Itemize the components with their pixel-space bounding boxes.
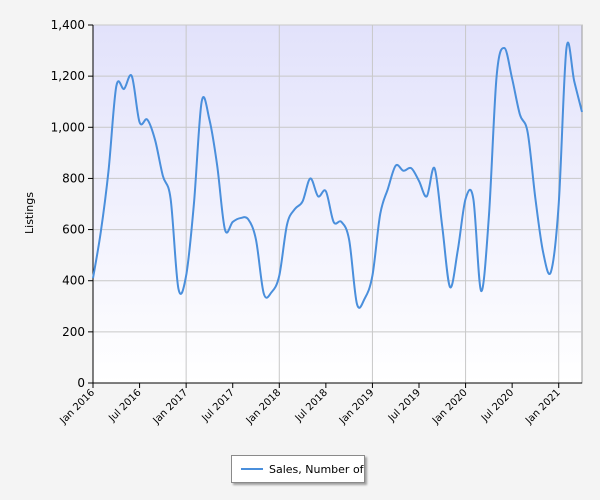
data-point xyxy=(138,121,140,123)
x-tick-label: Jul 2017 xyxy=(200,387,237,424)
legend: Sales, Number of xyxy=(231,455,365,483)
data-point xyxy=(162,175,164,177)
data-point xyxy=(550,271,552,273)
axes xyxy=(88,24,582,388)
data-point xyxy=(263,292,265,294)
data-point xyxy=(146,118,148,120)
data-point xyxy=(115,85,117,87)
data-point xyxy=(309,177,311,179)
x-tick-label: Jul 2019 xyxy=(386,387,423,424)
y-tick-label: 1,000 xyxy=(51,120,85,134)
x-tick-label: Jan 2019 xyxy=(337,387,377,427)
data-point xyxy=(169,198,171,200)
x-tick-label: Jan 2021 xyxy=(523,387,563,427)
data-point xyxy=(410,167,412,169)
data-point xyxy=(526,131,528,133)
y-tick-label: 1,400 xyxy=(51,18,85,32)
data-point xyxy=(278,274,280,276)
data-point xyxy=(255,239,257,241)
data-point xyxy=(92,277,94,279)
x-tick-label: Jul 2020 xyxy=(479,387,516,424)
data-point xyxy=(371,274,373,276)
y-tick-label: 400 xyxy=(62,274,85,288)
x-tick-label: Jan 2018 xyxy=(244,387,284,427)
data-point xyxy=(270,291,272,293)
data-point xyxy=(216,164,218,166)
data-point xyxy=(239,217,241,219)
legend-label: Sales, Number of xyxy=(269,462,364,476)
data-point xyxy=(340,221,342,223)
data-point xyxy=(565,47,567,49)
data-point xyxy=(457,249,459,251)
y-tick-label: 600 xyxy=(62,223,85,237)
series-layer xyxy=(92,41,583,309)
data-point xyxy=(464,198,466,200)
data-point xyxy=(441,226,443,228)
data-point xyxy=(480,290,482,292)
data-point xyxy=(426,195,428,197)
y-tick-label: 1,200 xyxy=(51,69,85,83)
x-tick-label: Jan 2016 xyxy=(57,387,97,427)
data-point xyxy=(387,187,389,189)
data-point xyxy=(472,198,474,200)
data-point xyxy=(154,139,156,141)
data-point xyxy=(495,75,497,77)
data-point xyxy=(224,228,226,230)
x-tick-label: Jul 2018 xyxy=(293,387,330,424)
gridlines xyxy=(93,24,582,383)
series-line xyxy=(92,41,583,309)
data-point xyxy=(519,113,521,115)
data-point xyxy=(193,203,195,205)
data-point xyxy=(581,111,583,113)
y-tick-label: 800 xyxy=(62,171,85,185)
data-point xyxy=(100,231,102,233)
data-point xyxy=(402,170,404,172)
data-point xyxy=(356,303,358,305)
data-point xyxy=(573,80,575,82)
data-point xyxy=(286,223,288,225)
data-point xyxy=(449,286,451,288)
data-point xyxy=(232,221,234,223)
data-point xyxy=(395,164,397,166)
data-point xyxy=(325,190,327,192)
data-point xyxy=(418,180,420,182)
data-point xyxy=(558,203,560,205)
data-point xyxy=(200,101,202,103)
data-point xyxy=(123,88,125,90)
data-point xyxy=(247,218,249,220)
data-point xyxy=(294,208,296,210)
data-point xyxy=(503,47,505,49)
data-point xyxy=(488,216,490,218)
data-point xyxy=(177,287,179,289)
data-point xyxy=(363,297,365,299)
data-point xyxy=(332,221,334,223)
data-point xyxy=(433,167,435,169)
legend-swatch xyxy=(241,468,263,470)
x-tick-label: Jan 2017 xyxy=(151,387,191,427)
data-point xyxy=(208,118,210,120)
data-point xyxy=(317,195,319,197)
data-point xyxy=(185,274,187,276)
data-point xyxy=(301,200,303,202)
data-point xyxy=(542,251,544,253)
data-point xyxy=(379,213,381,215)
plot-area xyxy=(92,24,583,384)
data-point xyxy=(534,198,536,200)
x-tick-label: Jul 2016 xyxy=(106,387,143,424)
data-point xyxy=(131,75,133,77)
y-tick-label: 0 xyxy=(77,376,85,390)
y-axis-title: Listings xyxy=(23,192,36,234)
y-tick-label: 200 xyxy=(62,325,85,339)
x-tick-label: Jan 2020 xyxy=(430,387,470,427)
data-point xyxy=(107,170,109,172)
data-point xyxy=(511,78,513,80)
data-point xyxy=(348,239,350,241)
